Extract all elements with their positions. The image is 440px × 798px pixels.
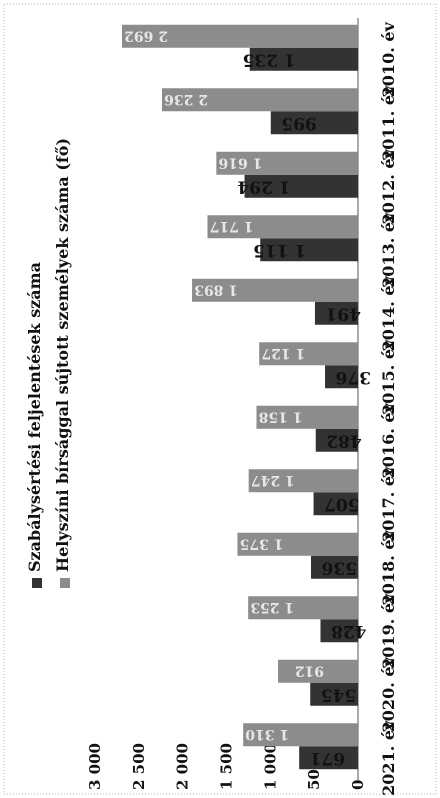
category-label-0: 2010. év <box>379 21 398 97</box>
data-label-helyszini-11: 1 310 <box>245 726 289 742</box>
legend-swatch-0 <box>32 578 42 588</box>
data-label-helyszini-4: 1 893 <box>194 281 238 297</box>
data-label-helyszini-1: 2 236 <box>164 91 208 107</box>
bar-helyszini-2 <box>216 151 358 175</box>
category-label-4: 2014. év <box>379 275 398 351</box>
bar-helyszini-8 <box>237 532 358 556</box>
bar-feljelentesek-3 <box>260 238 358 262</box>
bar-helyszini-3 <box>207 215 358 239</box>
category-label-5: 2015. év <box>379 339 398 415</box>
bar-helyszini-5 <box>259 342 358 366</box>
y-tick-label-2: 1 000 <box>261 743 279 790</box>
bar-helyszini-6 <box>256 405 358 429</box>
bar-feljelentesek-9 <box>320 619 358 643</box>
data-label-feljelentesek-1: 995 <box>281 113 317 133</box>
category-label-2: 2012. év <box>379 148 398 224</box>
data-label-feljelentesek-4: 491 <box>325 303 361 323</box>
category-label-7: 2017. év <box>379 466 398 542</box>
bar-helyszini-4 <box>192 278 358 302</box>
bar-helyszini-0 <box>122 24 358 48</box>
data-label-helyszini-6: 1 158 <box>259 408 303 424</box>
data-label-helyszini-7: 1 247 <box>251 472 295 488</box>
bar-feljelentesek-8 <box>311 555 358 579</box>
bar-feljelentesek-1 <box>270 111 358 135</box>
category-label-8: 2018. év <box>379 529 398 605</box>
data-label-feljelentesek-9: 428 <box>331 621 367 641</box>
data-label-feljelentesek-5: 376 <box>336 367 372 387</box>
data-label-feljelentesek-10: 545 <box>321 684 357 704</box>
data-label-helyszini-0: 2 692 <box>124 27 168 43</box>
data-label-feljelentesek-0: 1 235 <box>242 49 295 69</box>
bar-feljelentesek-7 <box>313 492 358 516</box>
chart-border <box>3 3 437 795</box>
category-label-10: 2020. év <box>379 656 398 732</box>
bar-feljelentesek-10 <box>310 682 358 706</box>
data-label-helyszini-8: 1 375 <box>240 535 284 551</box>
bar-feljelentesek-4 <box>314 301 358 325</box>
data-label-feljelentesek-8: 536 <box>322 557 358 577</box>
bar-helyszini-10 <box>278 659 358 683</box>
category-label-11: 2021. év <box>379 720 398 796</box>
category-label-6: 2016. év <box>379 402 398 478</box>
data-label-helyszini-3: 1 717 <box>210 218 254 234</box>
legend-label-0: Szabálysértési feljelentések száma <box>25 262 44 572</box>
data-label-feljelentesek-3: 1 115 <box>253 240 306 260</box>
bar-helyszini-11 <box>243 723 358 747</box>
data-label-feljelentesek-7: 507 <box>324 494 360 514</box>
bar-feljelentesek-2 <box>244 174 358 198</box>
legend-label-1: Helyszíni bírsággal sújtott személyek sz… <box>53 138 72 572</box>
data-label-helyszini-5: 1 127 <box>261 345 305 361</box>
bar-feljelentesek-11 <box>299 746 358 770</box>
y-tick-label-6: 3 000 <box>86 743 104 790</box>
bar-helyszini-7 <box>248 469 358 493</box>
data-label-feljelentesek-6: 482 <box>326 430 362 450</box>
bar-feljelentesek-0 <box>249 47 358 71</box>
bar-feljelentesek-5 <box>325 365 358 389</box>
category-label-9: 2019. év <box>379 593 398 669</box>
data-label-helyszini-10: 912 <box>295 662 324 678</box>
y-tick-label-3: 1 500 <box>218 743 236 790</box>
bar-feljelentesek-6 <box>315 428 358 452</box>
bar-helyszini-9 <box>248 596 358 620</box>
y-tick-label-0: 0 <box>349 780 367 790</box>
data-label-feljelentesek-2: 1 294 <box>237 176 290 196</box>
data-label-helyszini-9: 1 253 <box>250 599 294 615</box>
y-tick-label-4: 2 000 <box>174 743 192 790</box>
legend-swatch-1 <box>60 578 70 588</box>
data-label-helyszini-2: 1 616 <box>218 154 262 170</box>
category-label-1: 2011. év <box>379 85 398 161</box>
y-tick-label-5: 2 500 <box>130 743 148 790</box>
data-label-feljelentesek-11: 671 <box>310 748 346 768</box>
category-label-3: 2013. év <box>379 212 398 288</box>
bar-helyszini-1 <box>161 88 358 112</box>
